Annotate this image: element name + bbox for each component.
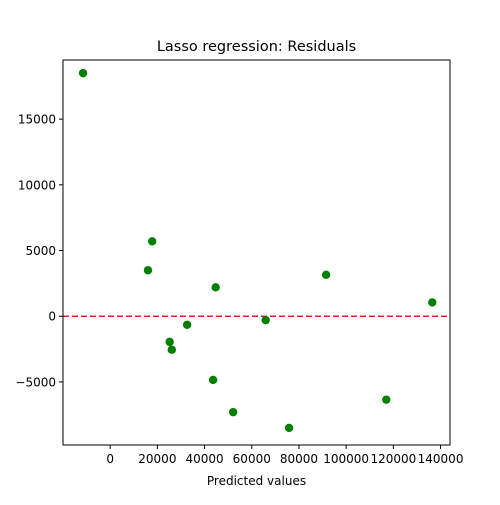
- scatter-point-11: [208, 375, 218, 385]
- scatter-point-10: [167, 345, 176, 354]
- x-tick-label-5: 100000: [323, 452, 369, 466]
- x-axis-label: Predicted values: [207, 474, 306, 488]
- y-tick-label-0: −5000: [15, 375, 56, 389]
- x-tick-label-6: 120000: [370, 452, 416, 466]
- y-tick-label-1: 0: [48, 310, 56, 324]
- x-tick-label-0: 0: [106, 452, 114, 466]
- x-tick-label-3: 60000: [233, 452, 271, 466]
- plot-frame: [62, 59, 451, 446]
- x-tick-label-2: 40000: [185, 452, 223, 466]
- scatter-point-14: [382, 395, 391, 404]
- scatter-point-4: [211, 283, 220, 292]
- x-tick-label-1: 20000: [138, 452, 176, 466]
- plot-area: 0 20000 40000 60000 80000 100000 120000 140000−…: [15, 59, 464, 466]
- scatter-point-2: [147, 237, 157, 246]
- y-tick-label-3: 10000: [18, 178, 56, 192]
- scatter-point-12: [228, 407, 238, 417]
- y-tick-label-2: 5000: [25, 244, 56, 258]
- scatter-point-8: [182, 320, 192, 329]
- scatter-point-3: [143, 266, 153, 275]
- x-tick-label-4: 80000: [280, 452, 318, 466]
- scatter-point-7: [261, 315, 270, 325]
- scatter-point-1: [78, 68, 88, 78]
- scatter-point-6: [428, 298, 437, 307]
- y-tick-label-4: 15000: [18, 113, 56, 127]
- chart-title: Lasso regression: Residuals: [157, 39, 356, 55]
- scatter-point-13: [284, 423, 294, 433]
- x-tick-label-7: 140000: [418, 452, 464, 466]
- scatter-point-5: [321, 270, 331, 280]
- scatter-point-9: [165, 337, 174, 347]
